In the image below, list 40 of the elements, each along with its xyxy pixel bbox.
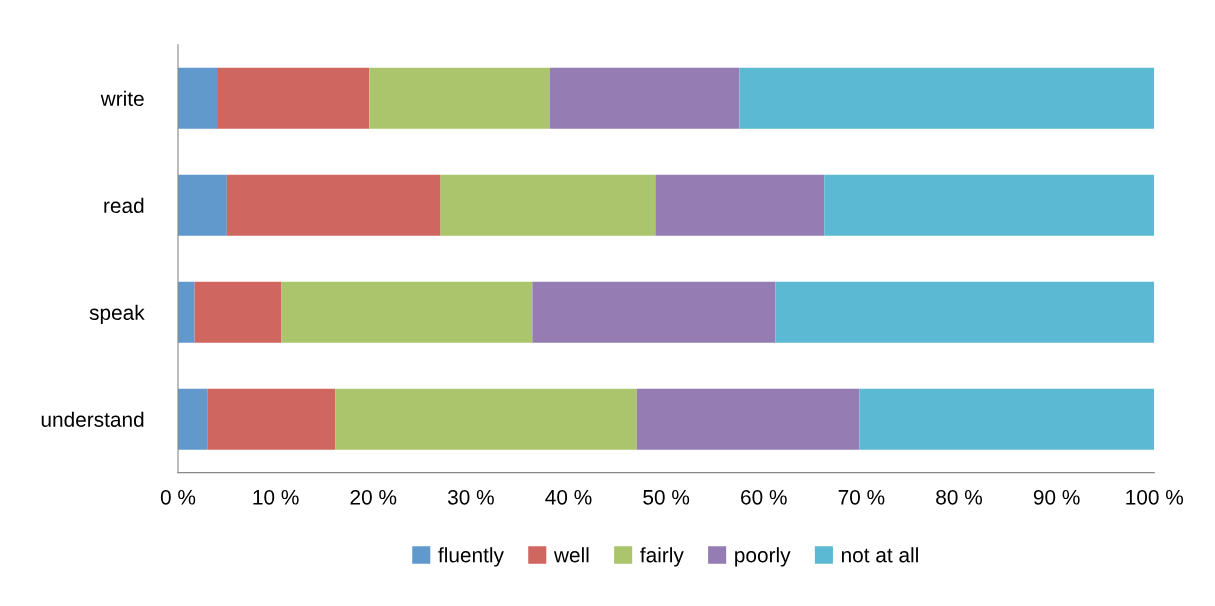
bar	[178, 67, 218, 129]
x-tick-label: 40 %	[545, 489, 592, 505]
bar	[739, 67, 1155, 129]
x-tick-label: 20 %	[350, 489, 397, 505]
bar	[440, 174, 656, 236]
bar	[824, 174, 1155, 236]
y-tick-label: read	[104, 197, 144, 214]
legend-label: not at all	[841, 547, 918, 563]
legend-label: poorly	[735, 547, 791, 567]
legend-label: fluently	[438, 547, 504, 567]
y-tick-label: understand	[41, 411, 144, 427]
bar	[226, 174, 441, 236]
bar	[178, 388, 208, 450]
bar	[178, 281, 195, 343]
x-tick-label: 0 %	[160, 489, 196, 505]
bar	[655, 174, 825, 236]
x-tick-label: 100 %	[1126, 489, 1184, 505]
bar	[369, 67, 550, 129]
x-tick-label: 80 %	[936, 489, 982, 505]
x-tick-label: 50 %	[643, 489, 690, 505]
bar	[194, 281, 282, 343]
legend-label: fairly	[640, 547, 684, 567]
bar	[281, 281, 533, 343]
bar	[532, 281, 776, 343]
x-tick-label: 30 %	[447, 489, 494, 505]
bar	[775, 281, 1155, 343]
bar	[636, 388, 860, 450]
x-tick-label: 90 %	[1033, 489, 1080, 505]
bar	[549, 67, 740, 129]
legend-label: well	[553, 547, 589, 563]
bar	[335, 388, 637, 450]
x-tick-label: 60 %	[741, 489, 787, 505]
x-tick-label: 10 %	[253, 489, 299, 505]
y-tick-label: speak	[89, 304, 145, 325]
bar	[178, 174, 227, 236]
x-tick-label: 70 %	[838, 489, 885, 505]
bar	[217, 67, 370, 129]
y-tick-label: write	[100, 90, 144, 107]
bar	[859, 388, 1155, 450]
bar	[207, 388, 336, 450]
